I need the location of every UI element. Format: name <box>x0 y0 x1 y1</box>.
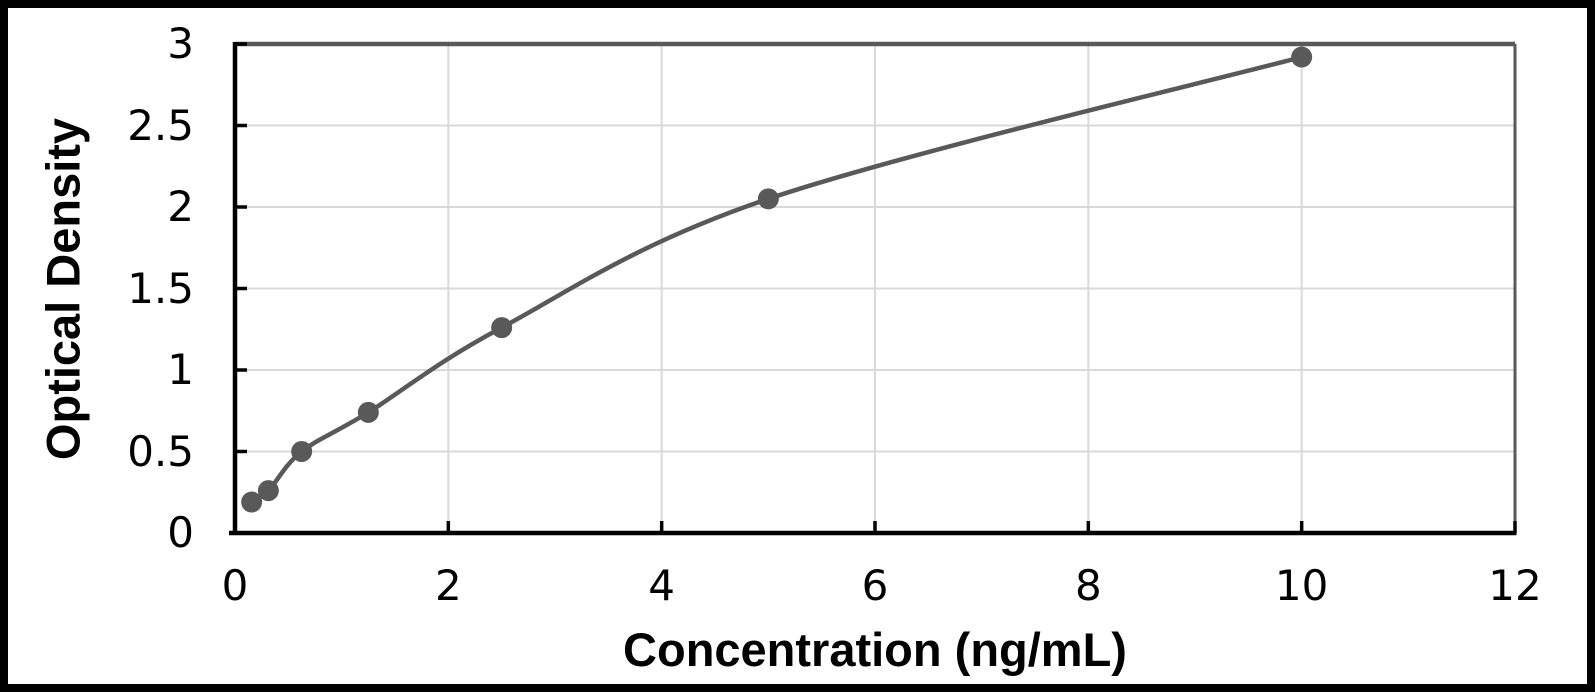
data-point-marker <box>241 491 263 513</box>
y-tick-label: 1 <box>167 345 194 394</box>
data-point-marker <box>257 480 279 502</box>
x-tick-label: 10 <box>1274 561 1329 610</box>
data-point-marker <box>757 188 779 210</box>
data-point-marker <box>357 401 379 423</box>
x-axis-title: Concentration (ng/mL) <box>623 623 1127 676</box>
x-tick-label: 12 <box>1488 561 1542 610</box>
y-tick-label: 0.5 <box>127 426 194 476</box>
x-tick-label: 6 <box>861 561 889 610</box>
x-tick-label: 4 <box>648 561 676 610</box>
y-tick-label: 0 <box>167 508 194 557</box>
x-tick-label: 0 <box>221 561 249 610</box>
series-curve <box>250 54 1303 504</box>
y-tick-label: 2 <box>167 182 194 231</box>
y-tick-label: 2.5 <box>127 100 194 150</box>
y-tick-label: 1.5 <box>127 263 194 313</box>
data-point-marker <box>1291 46 1313 68</box>
y-tick-label: 3 <box>167 19 194 68</box>
data-point-marker <box>491 317 513 339</box>
x-tick-label: 8 <box>1074 561 1102 610</box>
x-tick-label: 2 <box>434 561 462 610</box>
data-point-marker <box>291 441 313 462</box>
